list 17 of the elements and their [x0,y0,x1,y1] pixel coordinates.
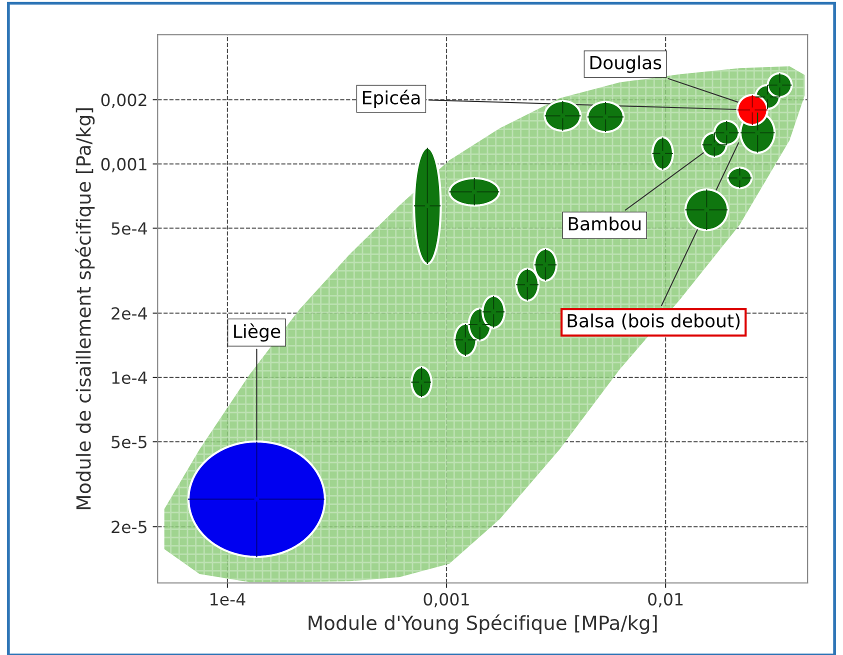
x-tick-label: 0,001 [424,592,469,608]
annotation: Liège [234,323,280,342]
y-tick-label: 2e-4 [112,307,147,320]
y-tick-label: 0,002 [101,94,146,108]
annotation: Douglas [590,55,662,73]
y-tick-label: 1e-4 [112,372,147,384]
x-tick-label: 0,01 [648,592,683,608]
x-axis-title: Module d'Young Spécifique [MPa/kg] [308,614,657,634]
x-tick-label: 1e-4 [210,593,246,606]
annotation: Epicéa [363,90,420,108]
y-tick-label: 5e-5 [112,436,146,448]
annotation: Balsa (bois debout) [568,314,740,330]
y-tick-label: 2e-5 [112,520,146,534]
y-tick-label: 5e-4 [112,222,147,235]
y-tick-label: 0,001 [101,158,146,172]
y-axis-title: Module de cisaillement spécifique [Pa/kg] [75,108,95,510]
annotation: Bambou [568,216,640,231]
